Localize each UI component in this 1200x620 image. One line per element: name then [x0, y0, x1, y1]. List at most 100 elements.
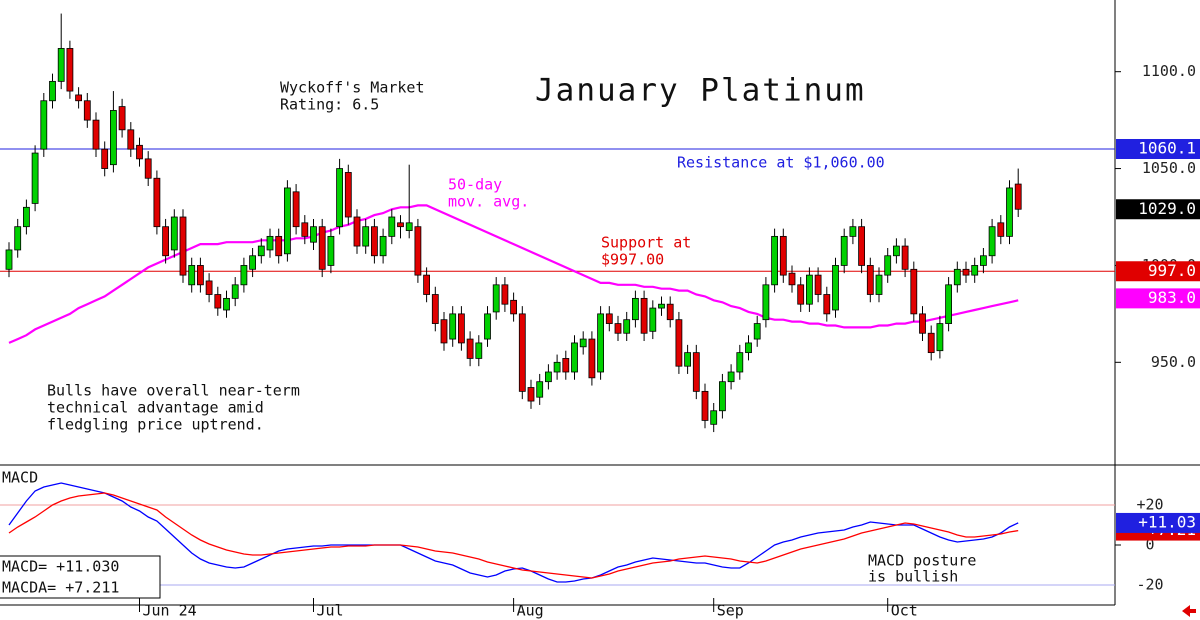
- candle-body: [823, 294, 831, 315]
- candle-body: [684, 352, 691, 367]
- legend-entry: MACD= +11.030: [2, 558, 119, 576]
- value-box-label: +11.03: [1138, 512, 1196, 531]
- candle-body: [127, 129, 135, 150]
- ma-label: 50-day: [448, 176, 502, 194]
- y-tick-label: 950.0: [1151, 353, 1196, 371]
- candle-body: [771, 235, 778, 286]
- candle-body: [980, 255, 987, 266]
- y-tick-label: 0: [1145, 536, 1154, 554]
- candle-body: [753, 323, 761, 340]
- candle-body: [901, 245, 909, 270]
- level-text: Resistance at $1,060.00: [677, 154, 885, 172]
- candle-body: [719, 381, 726, 412]
- level-text: $997.00: [601, 251, 664, 269]
- candle-body: [362, 226, 370, 247]
- macd-note: MACD posture: [868, 552, 976, 570]
- candle-body: [318, 226, 326, 270]
- macd-note: is bullish: [868, 568, 958, 586]
- candle-body: [301, 222, 309, 237]
- candle-body: [562, 358, 570, 373]
- candle-body: [553, 361, 561, 373]
- legend-box: [0, 555, 161, 599]
- candle-body: [205, 280, 213, 295]
- candle-body: [875, 274, 883, 295]
- candle-body: [484, 313, 491, 340]
- candle-body: [388, 216, 396, 237]
- candle-body: [945, 284, 952, 324]
- candle-body: [675, 319, 683, 367]
- candle-body: [440, 319, 448, 344]
- candle-body: [162, 226, 170, 257]
- candle-body: [849, 226, 857, 237]
- value-box: [1116, 199, 1200, 220]
- candle-body: [118, 106, 126, 131]
- candle-body: [170, 216, 178, 251]
- candle-body: [605, 313, 613, 324]
- rating: Rating: 6.5: [280, 96, 379, 114]
- candle-body: [240, 265, 248, 286]
- candle-body: [727, 371, 735, 383]
- candle-body: [545, 371, 552, 383]
- value-box-label: 997.0: [1148, 261, 1196, 280]
- candle-body: [779, 235, 787, 276]
- candle-body: [449, 313, 457, 340]
- candle-body: [623, 319, 631, 334]
- candle-body: [22, 206, 30, 228]
- candle-body: [179, 216, 187, 276]
- note: Bulls have overall near-term: [47, 382, 300, 400]
- candle-body: [5, 249, 13, 270]
- value-box-label: 1060.1: [1138, 138, 1196, 157]
- x-tick-label: Jul: [317, 602, 344, 620]
- value-box-label: 1029.0: [1138, 199, 1196, 218]
- candle-body: [971, 265, 979, 276]
- candle-body: [832, 265, 839, 311]
- candle-body: [518, 313, 526, 392]
- candle-body: [249, 255, 257, 270]
- ma-label: mov. avg.: [448, 193, 529, 211]
- candle-body: [414, 226, 422, 276]
- candle-body: [75, 94, 82, 102]
- candle-body: [231, 284, 239, 299]
- candle-body: [492, 284, 500, 313]
- candle-body: [962, 268, 970, 276]
- candle-body: [431, 294, 439, 324]
- macd-title: MACD: [2, 469, 38, 487]
- candle-body: [223, 297, 230, 311]
- candle-body: [344, 172, 352, 218]
- candle-body: [327, 235, 335, 266]
- candle-body: [397, 222, 404, 228]
- candle-body: [1006, 187, 1013, 237]
- candle-body: [701, 390, 709, 421]
- x-tick-label: Sep: [717, 602, 744, 620]
- candle-body: [571, 342, 578, 373]
- candle-body: [632, 297, 639, 321]
- candle-body: [1014, 183, 1022, 210]
- candle-body: [136, 144, 143, 160]
- candle-body: [457, 313, 465, 344]
- candle-body: [797, 284, 805, 305]
- candle-body: [710, 410, 718, 425]
- candle-body: [527, 387, 535, 402]
- candle-body: [283, 187, 291, 255]
- candle-body: [14, 226, 22, 251]
- y-tick-label: 1100.0: [1142, 62, 1196, 80]
- candle-body: [936, 323, 944, 352]
- y-tick-label: -20: [1136, 576, 1163, 594]
- candle-body: [988, 226, 996, 257]
- candle-body: [66, 48, 74, 92]
- x-tick-label: Aug: [517, 602, 544, 620]
- candle-body: [310, 226, 317, 243]
- moving-average: [8, 204, 1019, 344]
- candle-body: [788, 272, 796, 286]
- scroll-arrow[interactable]: [1182, 605, 1196, 617]
- candle-body: [814, 274, 822, 295]
- rating: Wyckoff's Market: [280, 79, 425, 97]
- candle-body: [379, 235, 387, 257]
- candle-body: [893, 245, 900, 257]
- candle-body: [92, 119, 100, 150]
- candle-body: [31, 152, 39, 204]
- candle-body: [840, 235, 848, 266]
- candle-body: [144, 158, 152, 179]
- candle-body: [614, 323, 622, 334]
